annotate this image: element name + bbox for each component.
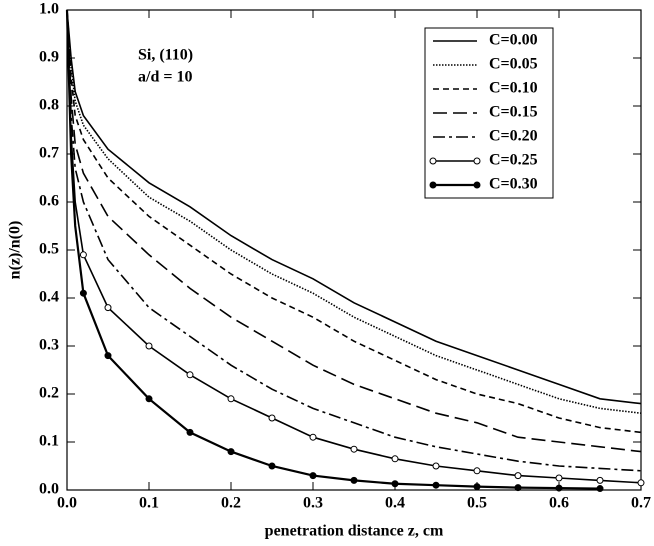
- point: [104, 352, 112, 360]
- point: [391, 480, 399, 488]
- y-tick-label: 0.1: [39, 433, 59, 450]
- y-tick-label: 0.4: [39, 289, 59, 306]
- series-line: [66, 9, 642, 405]
- legend-marker: [429, 157, 437, 165]
- series-line: [66, 9, 642, 434]
- point: [104, 304, 112, 312]
- series-line: [66, 9, 642, 453]
- point: [432, 462, 440, 470]
- point: [555, 474, 563, 482]
- point: [350, 445, 358, 453]
- point: [227, 395, 235, 403]
- y-axis-label: n(z)/n(0): [7, 221, 24, 280]
- point: [186, 371, 194, 379]
- point: [186, 428, 194, 436]
- series-line: [66, 9, 642, 472]
- point: [432, 481, 440, 489]
- y-tick-label: 0.6: [39, 193, 59, 210]
- legend-marker: [473, 181, 481, 189]
- y-tick-label: 0.5: [39, 241, 59, 258]
- x-tick-label: 0.2: [221, 495, 241, 512]
- point: [350, 476, 358, 484]
- point: [268, 414, 276, 422]
- point: [309, 433, 317, 441]
- y-tick-label: 0.3: [39, 337, 59, 354]
- annotation: Si, (110): [138, 47, 193, 64]
- x-tick-label: 0.4: [385, 495, 405, 512]
- y-tick-label: 0.9: [39, 49, 59, 66]
- point: [309, 472, 317, 480]
- x-tick-label: 0.0: [57, 495, 77, 512]
- series-line: [66, 9, 642, 414]
- legend-label: C=0.05: [489, 56, 538, 73]
- x-tick-label: 0.6: [549, 495, 569, 512]
- x-tick-label: 0.7: [631, 495, 651, 512]
- point: [637, 479, 645, 487]
- x-tick-label: 0.5: [467, 495, 487, 512]
- point: [473, 483, 481, 491]
- y-tick-label: 0.0: [39, 481, 59, 498]
- point: [473, 467, 481, 475]
- y-tick-label: 0.8: [39, 97, 59, 114]
- legend-label: C=0.30: [489, 176, 538, 193]
- point: [514, 484, 522, 492]
- y-tick-label: 0.7: [39, 145, 59, 162]
- point: [145, 342, 153, 350]
- x-tick-label: 0.1: [139, 495, 159, 512]
- x-axis-label: penetration distance z, cm: [265, 523, 444, 540]
- point: [514, 472, 522, 480]
- point: [596, 476, 604, 484]
- y-tick-label: 1.0: [39, 1, 59, 18]
- legend-label: C=0.00: [489, 32, 538, 49]
- point: [145, 395, 153, 403]
- point: [79, 289, 87, 297]
- point: [268, 462, 276, 470]
- point: [596, 485, 604, 493]
- legend-label: C=0.20: [489, 128, 538, 145]
- legend-label: C=0.15: [489, 104, 538, 121]
- y-tick-label: 0.2: [39, 385, 59, 402]
- point: [79, 251, 87, 259]
- point: [227, 448, 235, 456]
- series-line: [66, 9, 642, 484]
- x-tick-label: 0.3: [303, 495, 323, 512]
- legend-marker: [429, 181, 437, 189]
- legend-label: C=0.25: [489, 152, 538, 169]
- legend-label: C=0.10: [489, 80, 538, 97]
- point: [555, 484, 563, 492]
- legend-marker: [473, 157, 481, 165]
- point: [391, 455, 399, 463]
- annotation: a/d = 10: [138, 69, 192, 86]
